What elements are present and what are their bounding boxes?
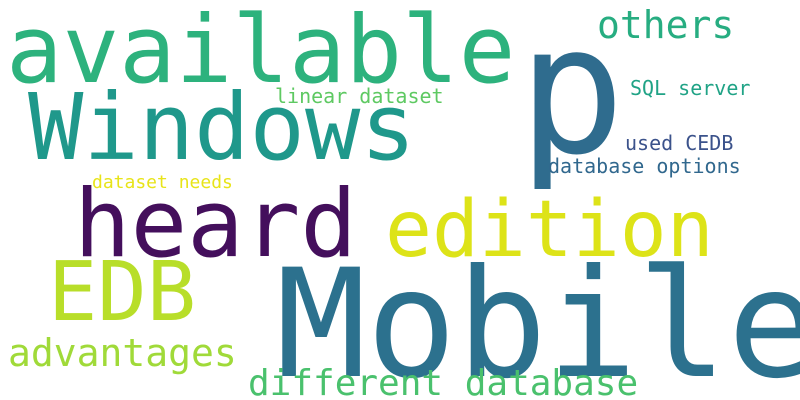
word-sql-server: SQL server: [630, 76, 751, 100]
word-edition: edition: [385, 185, 714, 275]
word-others: others: [597, 3, 735, 47]
word-mobile: Mobile: [276, 238, 800, 400]
word-windows: Windows: [28, 74, 416, 181]
word-different-database: different database: [248, 363, 639, 400]
word-linear-dataset: linear dataset: [275, 84, 444, 108]
word-advantages: advantages: [8, 331, 237, 375]
word-database-options: database options: [548, 154, 741, 178]
word-edb: EDB: [48, 245, 197, 340]
word-available: available: [6, 0, 516, 105]
word-used-cedb: used CEDB: [625, 131, 734, 155]
word-p: p: [518, 0, 626, 194]
word-heard: heard: [74, 170, 357, 279]
word-dataset-needs: dataset needs: [92, 172, 233, 193]
